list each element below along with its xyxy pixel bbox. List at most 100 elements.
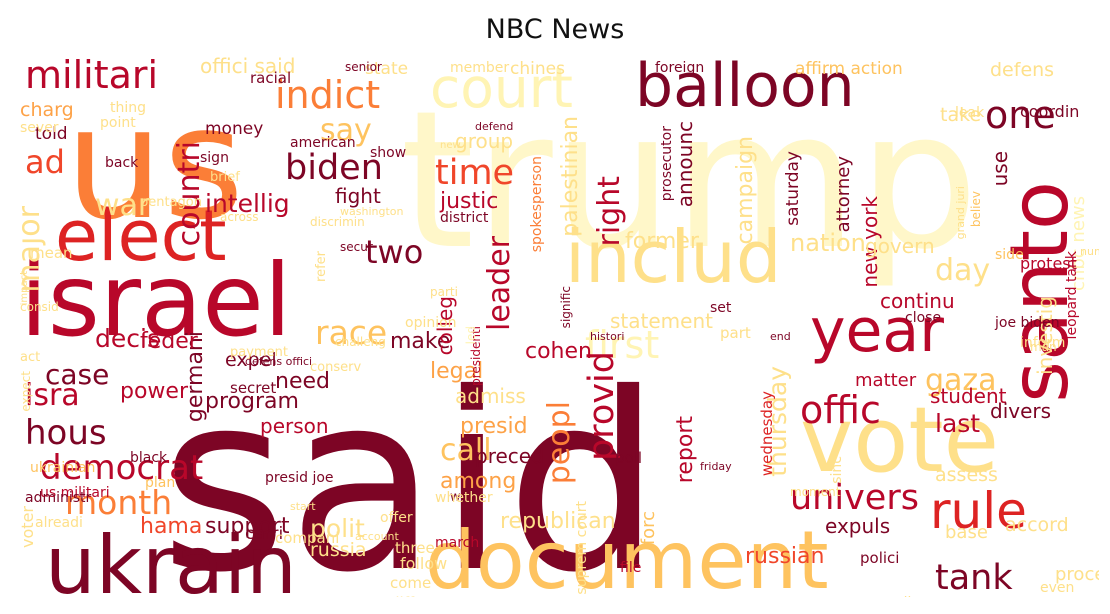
cloud-word: administr [25,490,92,506]
cloud-word: act [20,350,41,365]
cloud-word: biden [285,148,383,188]
cloud-word: said [160,341,662,597]
cloud-word: thing [110,100,147,116]
cloud-word: includ [565,215,782,299]
cloud-word: foreign [655,60,705,76]
cloud-word: right [592,176,627,247]
cloud-word: sinc [829,456,845,484]
cloud-word: court [430,56,573,120]
cloud-word: group [455,129,514,153]
cloud-word: republican [500,509,616,534]
cloud-word: last [935,409,981,438]
cloud-word: offici said [200,56,296,78]
cloud-word: vote [800,388,999,493]
cloud-word: first [585,323,660,367]
cloud-word: suprem court [574,501,590,595]
cloud-word: black [130,450,168,466]
cloud-word: say [320,113,372,148]
cloud-word: ukrain [45,519,297,598]
cloud-word: year [810,296,944,366]
cloud-word: told [35,124,68,144]
cloud-word: govern [865,234,935,258]
cloud-word: take [940,104,982,126]
cloud-word: plan [145,475,176,491]
cloud-word: nation [790,229,866,257]
cloud-word: file [620,560,642,576]
cloud-word: led [464,326,478,345]
cloud-word: cohen [525,339,592,364]
cloud-word: side [995,247,1024,263]
cloud-word: two [365,233,424,271]
cloud-word: balloon [635,56,855,121]
cloud-word: trump [400,70,979,291]
cloud-word: report [673,416,698,484]
cloud-word: peopl [542,401,577,485]
cloud-word: poll [615,449,643,467]
cloud-word: feder [140,329,198,354]
cloud-word: even [1040,580,1075,596]
cloud-word: divers [990,399,1052,423]
cloud-word: campaign [733,136,758,245]
cloud-word: person [260,414,329,438]
cloud-word: month [65,483,173,522]
cloud-word: russia [310,539,367,561]
cloud-word: chines [510,59,565,79]
cloud-word: militari [25,56,159,97]
cloud-word: statement [610,309,713,333]
cloud-word: call [440,433,492,468]
cloud-word: war [95,188,151,223]
cloud-word: isra [25,378,80,413]
cloud-word: admiss [455,384,526,408]
cloud-word: process [1055,564,1099,585]
cloud-word: day [935,253,991,288]
cloud-word: point [100,115,136,131]
cloud-word: state [365,59,409,79]
cloud-word: power [120,379,188,404]
cloud-word: continu [880,289,955,313]
cloud-word: signific [559,286,573,329]
cloud-word: polit [310,514,365,543]
cloud-word: number [1080,245,1099,258]
cloud-word: expuls [825,514,891,538]
cloud-word: matter [855,370,917,391]
cloud-word: protest [1020,254,1077,273]
cloud-word: among [440,469,517,494]
cloud-word: charg [20,99,74,121]
cloud-word: student [930,384,1007,408]
cloud-word: tank [935,558,1013,597]
cloud-word: ad [25,143,65,181]
cloud-word: come [390,574,432,592]
cloud-word: palestinian [558,116,583,237]
cloud-word: secur [340,240,373,254]
cloud-word: coordin [1020,102,1080,121]
cloud-word: follow [400,554,448,573]
cloud-word: wednesday [758,391,776,477]
cloud-word: account [355,530,399,543]
chart-title: NBC News [485,14,625,45]
cloud-word: intellig [205,189,290,218]
cloud-word: money [205,119,264,139]
cloud-word: base [945,522,988,543]
cloud-word: decis [95,324,160,353]
cloud-word: assess [935,464,998,486]
cloud-word: back [105,155,139,171]
cloud-word: leopard tank [1064,251,1080,340]
cloud-word: expel [225,349,277,371]
cloud-word: joe biden [995,315,1060,331]
cloud-word: close [905,310,942,326]
cloud-word: district [440,210,489,226]
cloud-word: carri [245,524,284,544]
cloud-word: presid [460,414,528,439]
cloud-word: well [450,490,476,505]
cloud-word: show [370,145,407,161]
cloud-word: accord [1005,514,1069,536]
cloud-word: senior [345,60,382,74]
cloud-word: affirm action [795,59,903,79]
cloud-word: opinion [405,315,457,331]
cloud-word: expect [20,371,33,412]
cloud-word: differ [390,596,429,598]
cloud-word: polici [860,549,900,567]
cloud-word: refer [314,251,329,282]
cloud-word: race [315,313,388,352]
cloud-word: israel [20,242,292,359]
